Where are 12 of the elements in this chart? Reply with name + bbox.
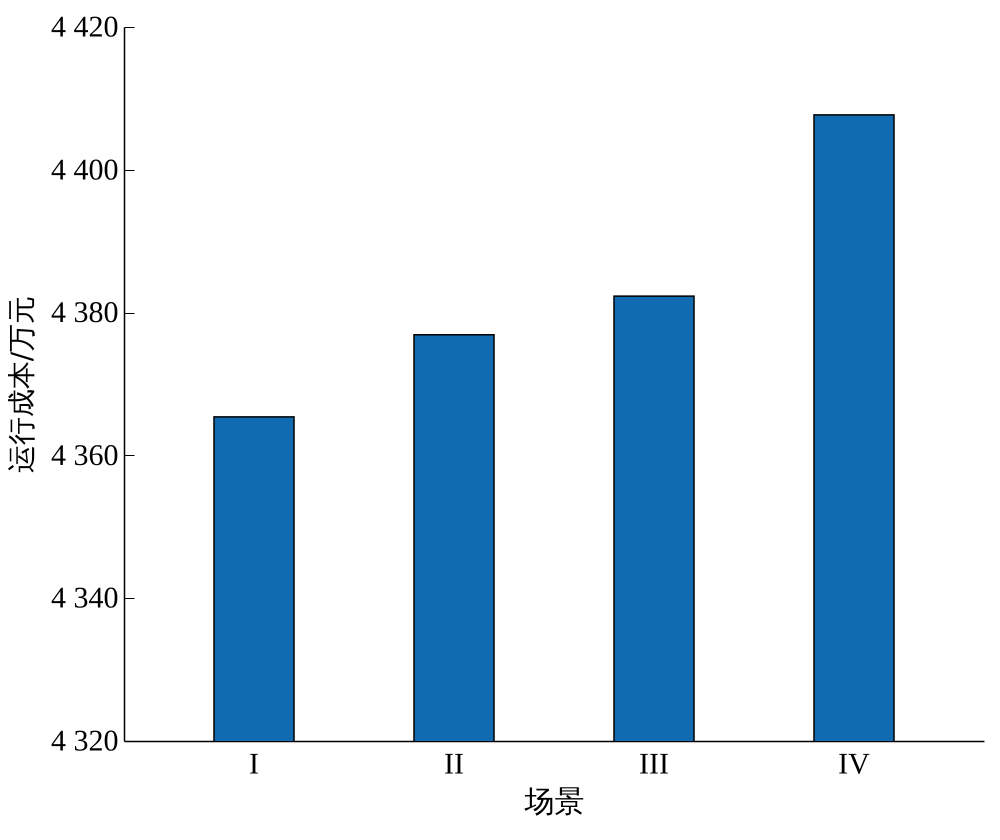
x-tick-label: I xyxy=(249,748,259,780)
y-tick-label: 4 340 xyxy=(51,582,118,615)
x-axis-title: 场景 xyxy=(524,784,584,820)
y-tick-label: 4 360 xyxy=(51,438,118,472)
y-tick-label: 4 320 xyxy=(51,724,118,758)
y-tick-label: 4 420 xyxy=(51,10,118,44)
y-tick-label: 4 400 xyxy=(51,153,118,186)
x-tick-label: IV xyxy=(838,748,870,780)
x-tick-label: II xyxy=(444,748,464,780)
y-tick-label: 4 380 xyxy=(51,296,118,330)
y-axis-title: 运行成本/万元 xyxy=(5,296,38,474)
x-tick-label: III xyxy=(639,748,669,780)
